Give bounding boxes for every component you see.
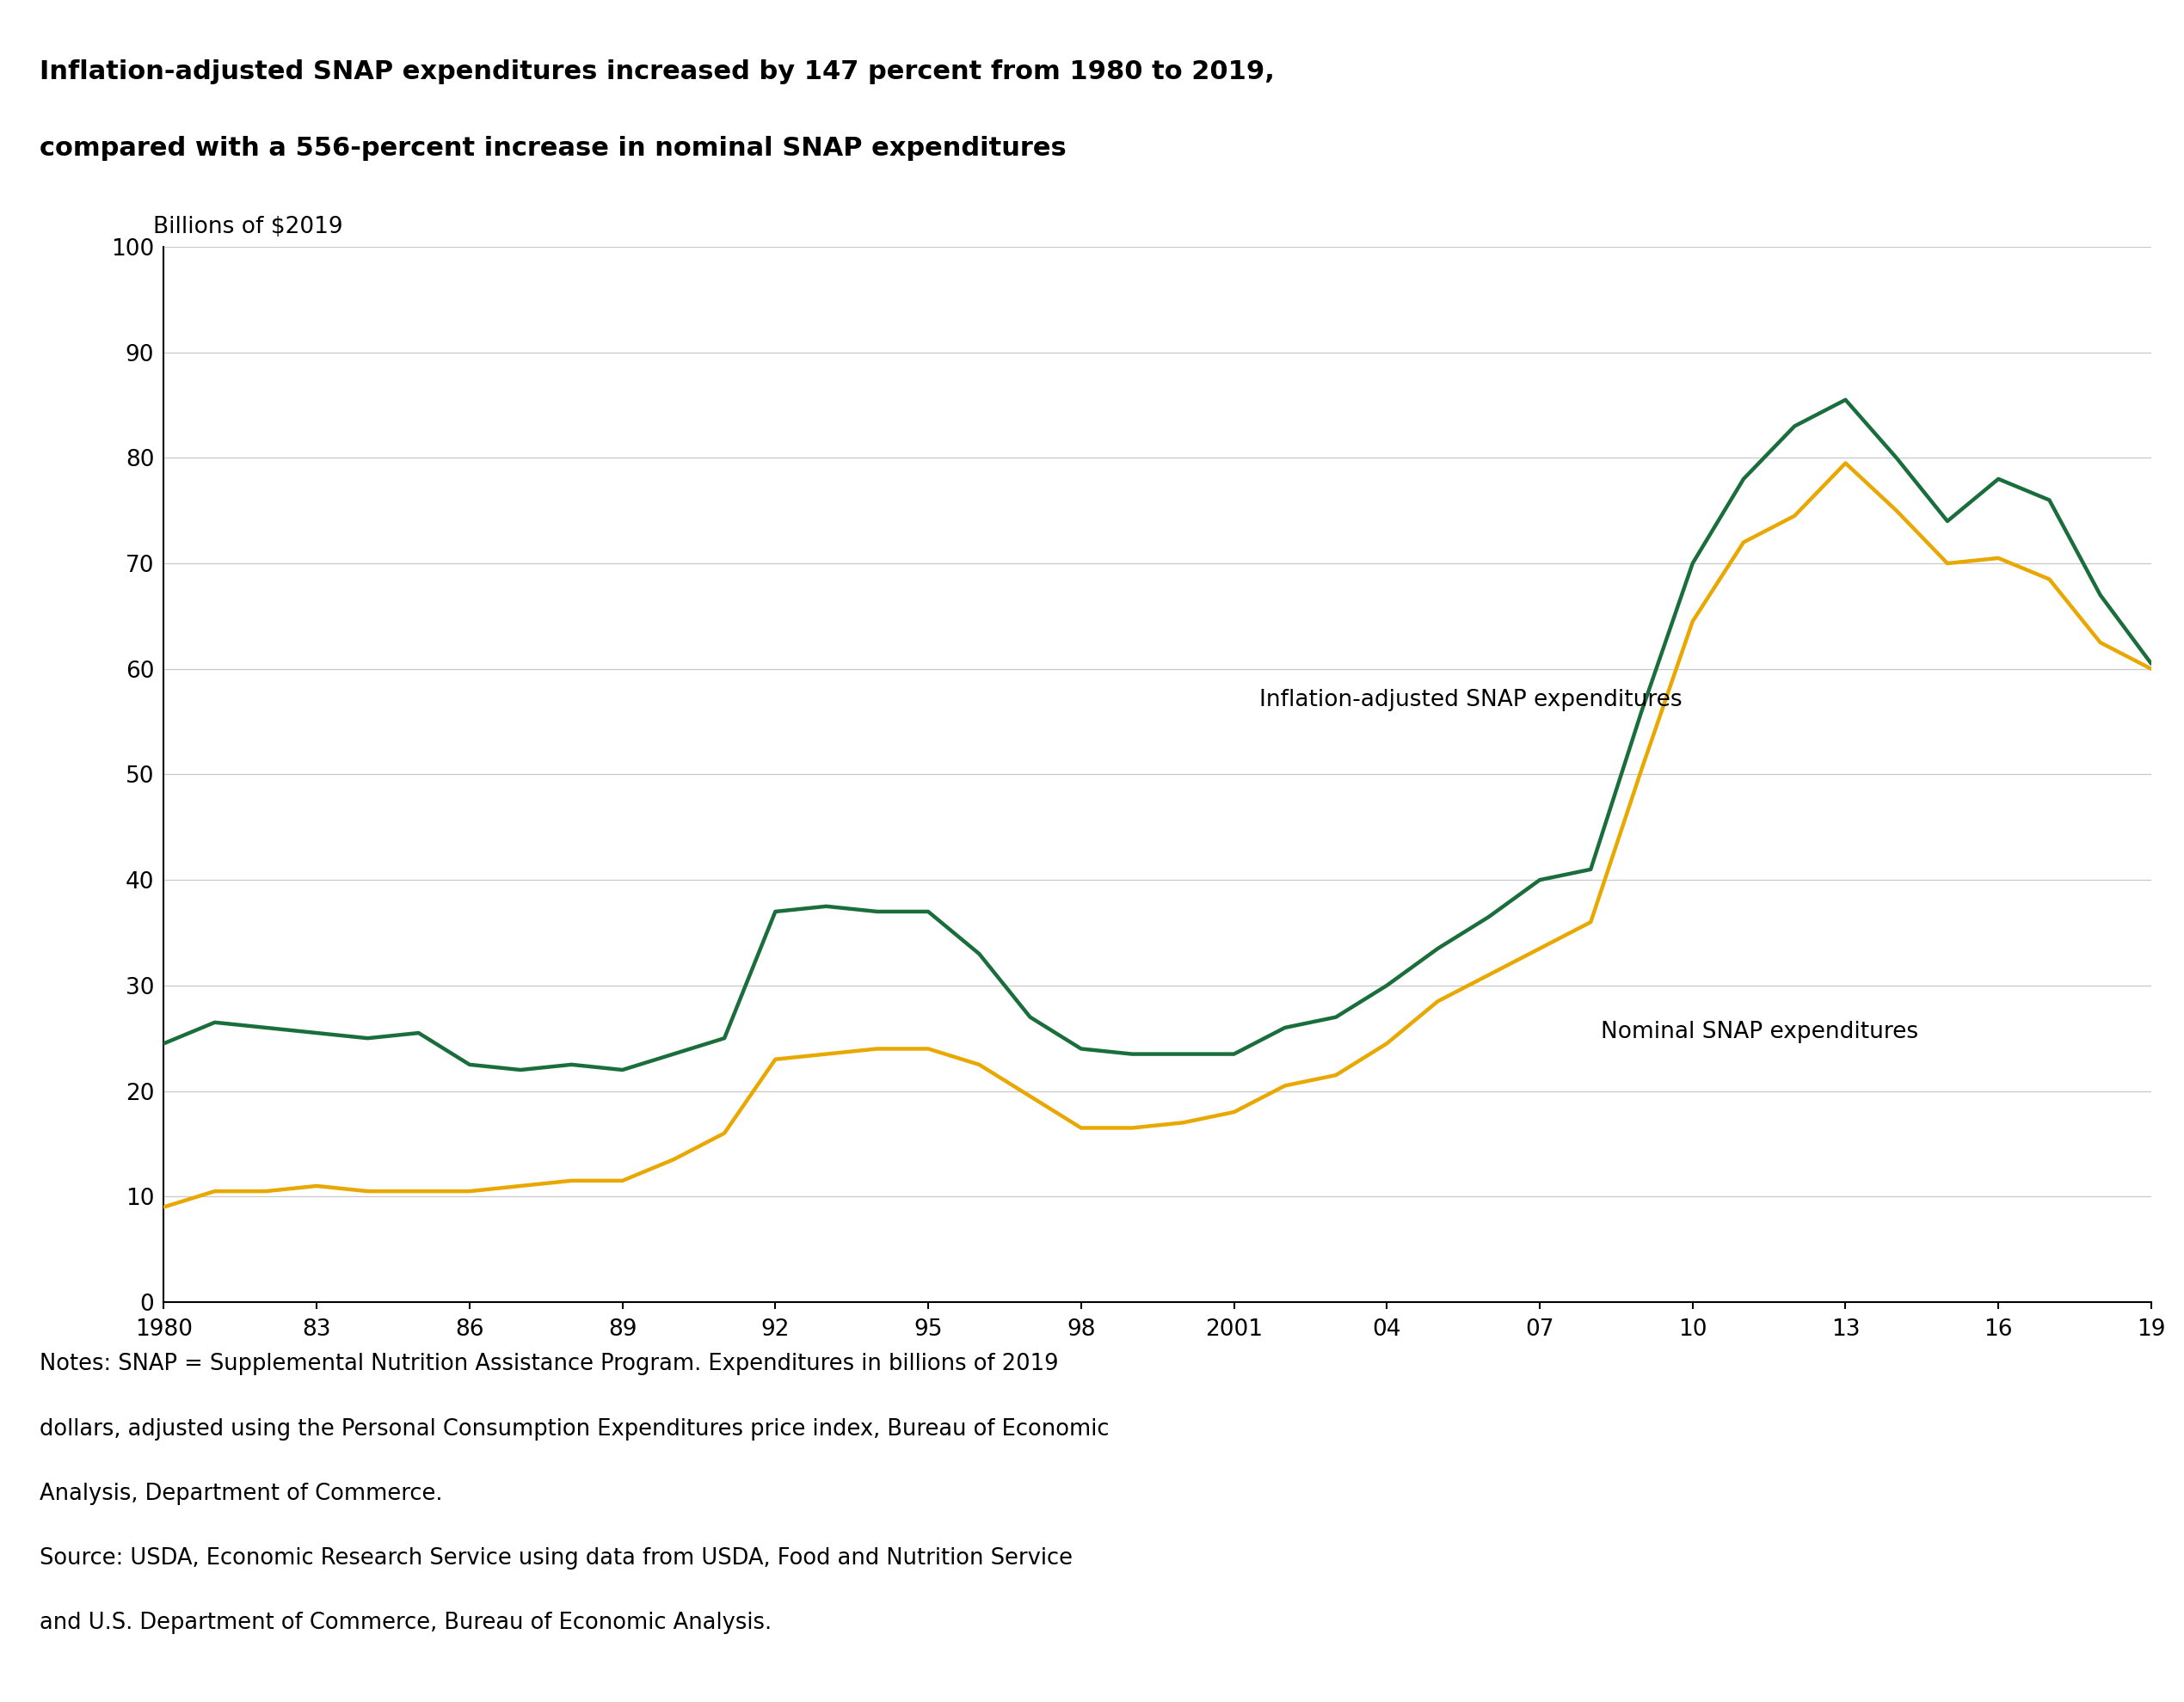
Text: dollars, adjusted using the Personal Consumption Expenditures price index, Burea: dollars, adjusted using the Personal Con… xyxy=(39,1418,1109,1440)
Text: Source: USDA, Economic Research Service using data from USDA, Food and Nutrition: Source: USDA, Economic Research Service … xyxy=(39,1547,1072,1569)
Text: and U.S. Department of Commerce, Bureau of Economic Analysis.: and U.S. Department of Commerce, Bureau … xyxy=(39,1612,771,1634)
Text: Analysis, Department of Commerce.: Analysis, Department of Commerce. xyxy=(39,1482,443,1505)
Text: Notes: SNAP = Supplemental Nutrition Assistance Program. Expenditures in billion: Notes: SNAP = Supplemental Nutrition Ass… xyxy=(39,1353,1059,1375)
Text: Billions of $2019: Billions of $2019 xyxy=(153,216,343,238)
Text: compared with a 556-percent increase in nominal SNAP expenditures: compared with a 556-percent increase in … xyxy=(39,136,1066,162)
Text: Inflation-adjusted SNAP expenditures increased by 147 percent from 1980 to 2019,: Inflation-adjusted SNAP expenditures inc… xyxy=(39,60,1275,85)
Text: Inflation-adjusted SNAP expenditures: Inflation-adjusted SNAP expenditures xyxy=(1260,689,1682,711)
Text: Nominal SNAP expenditures: Nominal SNAP expenditures xyxy=(1601,1021,1918,1043)
